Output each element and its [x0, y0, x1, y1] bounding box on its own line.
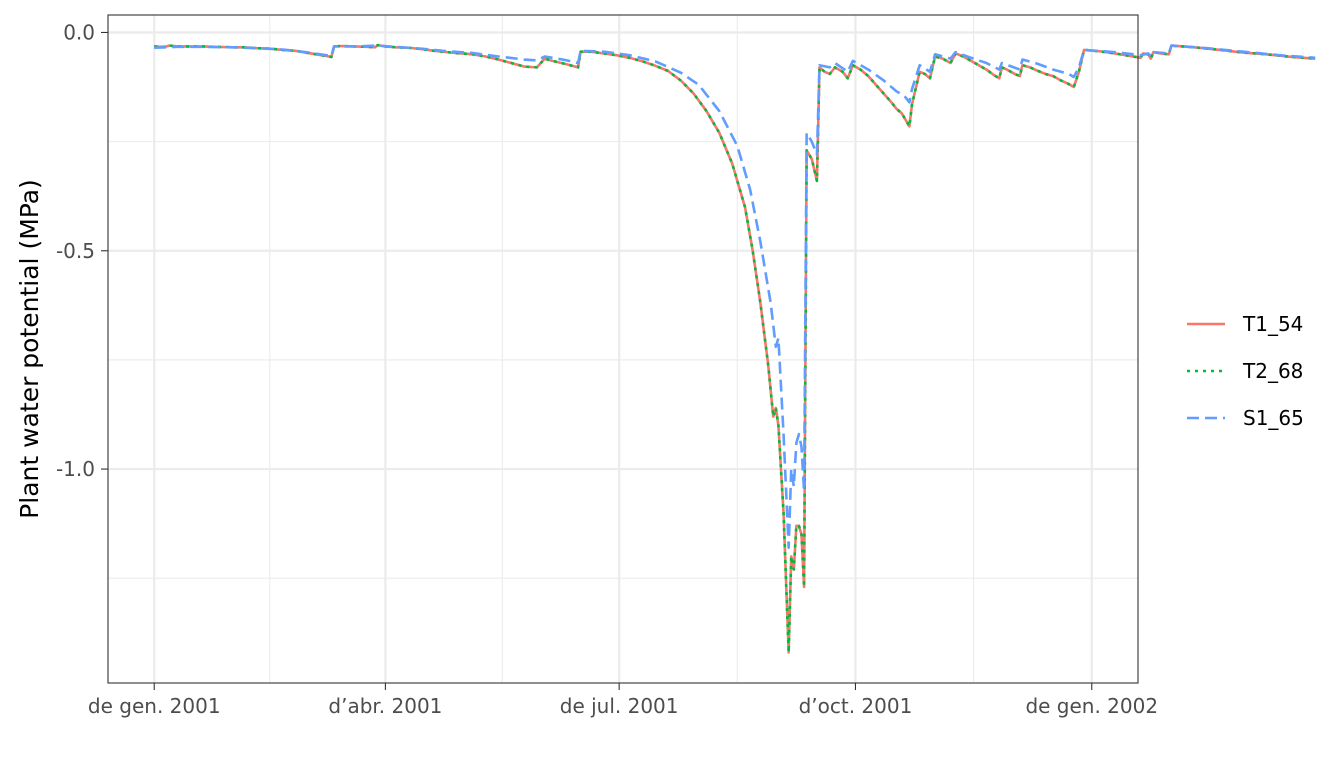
- axis-tick-labels: de gen. 2001 d’abr. 2001 de jul. 2001 d’oct…: [56, 20, 1158, 718]
- grid-minor: [108, 15, 1138, 683]
- panel-border: [107, 14, 1139, 684]
- x-tick-label: de jul. 2001: [560, 694, 679, 718]
- y-tick-label: 0.0: [63, 20, 95, 44]
- x-tick-label: d’oct. 2001: [799, 694, 913, 718]
- series-line-t2-68: [154, 43, 1316, 654]
- y-tick-label: -0.5: [56, 239, 95, 263]
- grid-major: [108, 15, 1138, 683]
- x-tick-label: d’abr. 2001: [328, 694, 442, 718]
- x-tick-label: de gen. 2001: [88, 694, 221, 718]
- legend: T1_54 T2_68 S1_65: [1187, 312, 1304, 430]
- legend-label-t2-68: T2_68: [1242, 359, 1303, 383]
- y-tick-label: -1.0: [56, 457, 95, 481]
- y-axis-title: Plant water potential (MPa): [15, 179, 44, 519]
- series-layer: [154, 43, 1316, 654]
- legend-label-t1-54: T1_54: [1242, 312, 1303, 336]
- legend-label-s1-65: S1_65: [1243, 406, 1304, 430]
- x-tick-label: de gen. 2002: [1025, 694, 1158, 718]
- axis-ticks: [101, 31, 1093, 690]
